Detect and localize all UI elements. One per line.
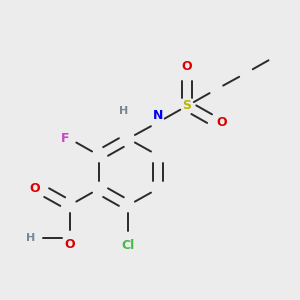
Text: H: H <box>26 233 35 243</box>
Text: O: O <box>182 60 192 73</box>
Text: N: N <box>153 110 163 122</box>
Text: F: F <box>61 132 70 145</box>
Text: S: S <box>183 99 192 112</box>
Text: O: O <box>64 238 75 251</box>
Text: O: O <box>29 182 40 195</box>
Text: Cl: Cl <box>122 239 135 252</box>
Text: H: H <box>119 106 128 116</box>
Text: O: O <box>216 116 227 129</box>
